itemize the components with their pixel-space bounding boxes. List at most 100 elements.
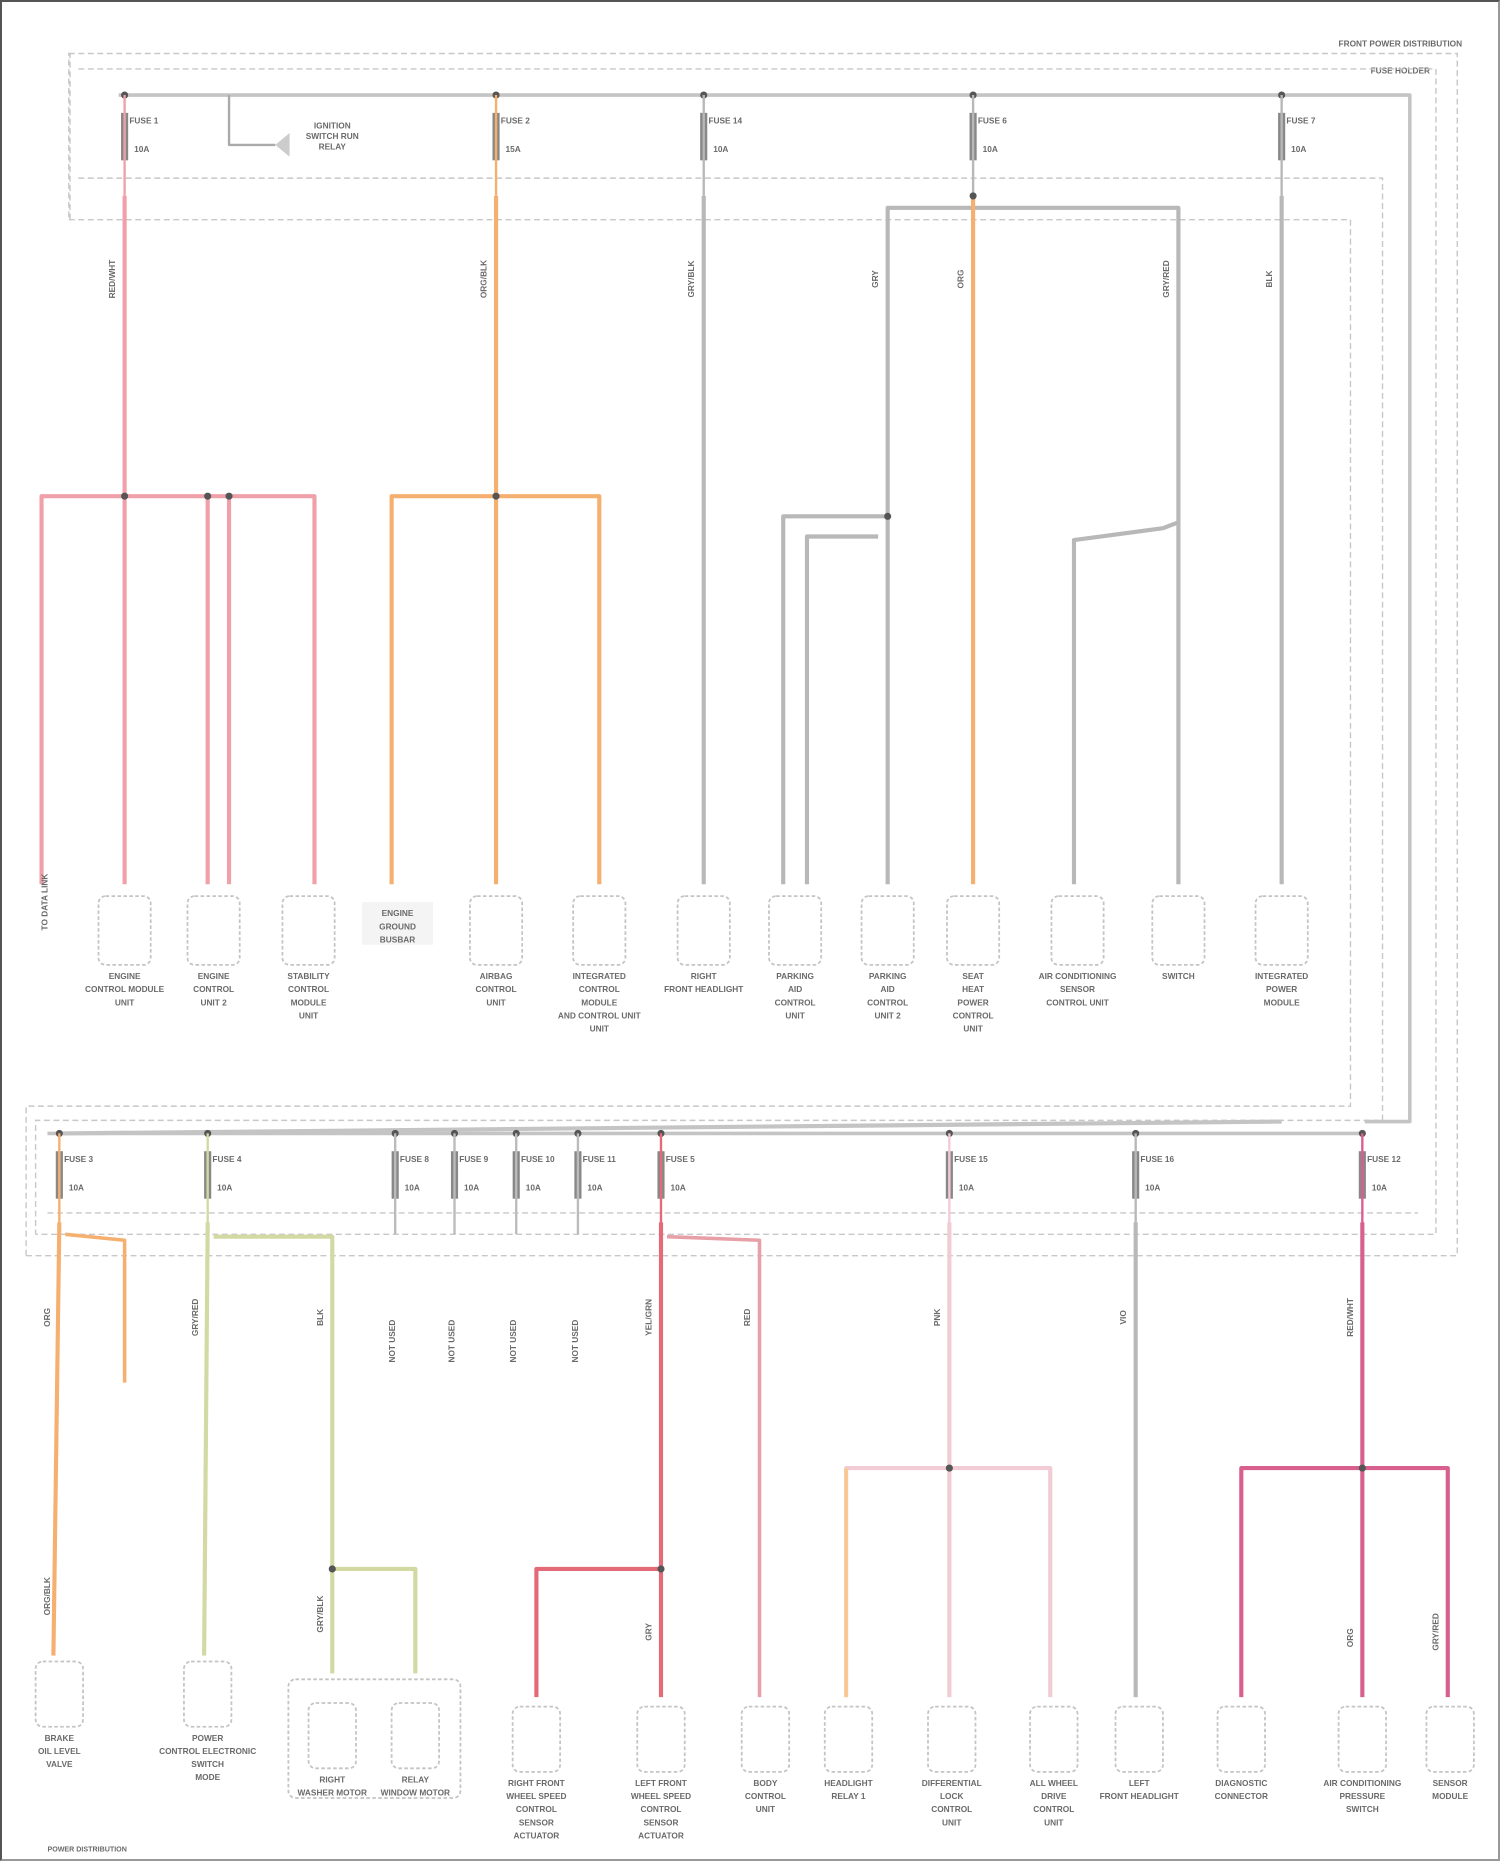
component-box (1029, 1705, 1079, 1773)
component-label: SWITCH (1346, 1804, 1379, 1814)
wire (1239, 1466, 1450, 1698)
component-box (1254, 895, 1309, 966)
wire-code: RED/WHT (1345, 1298, 1355, 1337)
component-box (281, 895, 336, 966)
component-box (469, 895, 524, 966)
fuse-label: FUSE 1 (129, 116, 158, 126)
fuse-label: FUSE 12 (1367, 1154, 1401, 1164)
fuse-rating: 10A (959, 1182, 974, 1192)
fuse-rating: 10A (713, 144, 728, 154)
component-label: MODE (195, 1772, 220, 1782)
component-label: CONTROL (775, 997, 816, 1007)
wire-code: GRY (870, 270, 880, 288)
wire-code: ORG (956, 270, 966, 289)
wire (213, 1234, 335, 1674)
component-label: UNIT 2 (200, 997, 227, 1007)
component-box (676, 895, 731, 966)
component-box (860, 895, 915, 966)
splice-point (492, 492, 500, 500)
component-label: UNIT (590, 1023, 609, 1033)
component-label: SENSOR (643, 1817, 678, 1827)
fuse-rating: 10A (134, 144, 149, 154)
side-note: TO DATA LINK (39, 874, 49, 931)
component-box (1425, 1705, 1475, 1773)
component-label: CONTROL (288, 984, 329, 994)
component-label: CONTROL (931, 1804, 972, 1814)
component-box (740, 1705, 791, 1773)
component-label: ENGINE (109, 971, 141, 981)
splice-point (657, 1565, 665, 1573)
component-box (572, 895, 627, 966)
text-block-line: ENGINE (382, 908, 414, 918)
component-label: LEFT FRONT (635, 1778, 687, 1788)
fuse-label: FUSE 2 (501, 116, 530, 126)
component-label: PRESSURE (1340, 1791, 1386, 1801)
fuse-label: FUSE 14 (708, 116, 742, 126)
power-bus (118, 93, 1412, 1124)
relay-symbol (275, 133, 290, 157)
component-label: AIRBAG (480, 971, 513, 981)
unused-note: NOT USED (570, 1320, 580, 1363)
component-box (1114, 1705, 1164, 1773)
component-label: HEAT (962, 984, 984, 994)
wire-code: PNK (932, 1309, 942, 1327)
component-box (823, 1705, 874, 1773)
power-bus (59, 1119, 1282, 1136)
component-box (1216, 1705, 1266, 1773)
wire-code: GRY (644, 1623, 654, 1641)
wire-code: ORG (1345, 1628, 1355, 1647)
fuse-rating: 10A (405, 1182, 420, 1192)
component-label: PARKING (869, 971, 907, 981)
component-label: UNIT (942, 1817, 961, 1827)
component-label: UNIT (756, 1804, 775, 1814)
fuse-rating: 10A (1372, 1182, 1387, 1192)
wire-code: BLK (1264, 270, 1274, 287)
component-label: MODULE (1432, 1791, 1468, 1801)
fuse-rating: 10A (670, 1182, 685, 1192)
fuse-rating: 10A (69, 1182, 84, 1192)
splice-point (884, 512, 892, 520)
component-label: ACTUATOR (638, 1830, 684, 1840)
component-label: WHEEL SPEED (506, 1791, 566, 1801)
component-label: CONNECTOR (1215, 1791, 1268, 1801)
component-box (1151, 895, 1206, 966)
fuse-label: FUSE 8 (400, 1154, 429, 1164)
component-label: ALL WHEEL (1030, 1778, 1078, 1788)
component-label: UNIT (486, 997, 505, 1007)
component-label: CONTROL (516, 1804, 557, 1814)
component-label: CONTROL (640, 1804, 681, 1814)
wire (804, 534, 879, 885)
component-box (390, 1702, 440, 1770)
component-label: RELAY 1 (831, 1791, 866, 1801)
component-label: UNIT (115, 997, 134, 1007)
splice-point (945, 1464, 953, 1472)
component-label: DRIVE (1041, 1791, 1067, 1801)
wire-code: ORG/BLK (42, 1577, 52, 1615)
component-box (186, 895, 241, 966)
text-block (361, 902, 434, 945)
fuse-label: FUSE 10 (521, 1154, 555, 1164)
wire-code: GRY/RED (190, 1299, 200, 1337)
splice-point (204, 492, 212, 500)
component-label: CONTROL UNIT (1046, 997, 1109, 1007)
component-label: MODULE (291, 997, 327, 1007)
fuse-label: FUSE 11 (583, 1154, 617, 1164)
wire (781, 514, 888, 885)
splice-point (225, 492, 233, 500)
component-box (183, 1660, 233, 1728)
fuse-block-outline (35, 68, 1437, 1236)
component-label: HEADLIGHT (824, 1778, 872, 1788)
fuse-block-outline (68, 52, 71, 221)
component-label: AID (788, 984, 802, 994)
component-label: CONTROL ELECTRONIC (159, 1746, 256, 1756)
wire-code: ORG/BLK (479, 260, 489, 298)
wire-code: YEL/GRN (644, 1299, 654, 1336)
component-label: INTEGRATED (1255, 971, 1308, 981)
fuse-rating: 10A (1145, 1182, 1160, 1192)
component-box (1050, 895, 1105, 966)
splice-point (1358, 1464, 1366, 1472)
component-label: AIR CONDITIONING (1323, 1778, 1401, 1788)
component-label: UNIT (963, 1023, 982, 1033)
wire (885, 205, 1181, 885)
component-label: SENSOR (519, 1817, 554, 1827)
